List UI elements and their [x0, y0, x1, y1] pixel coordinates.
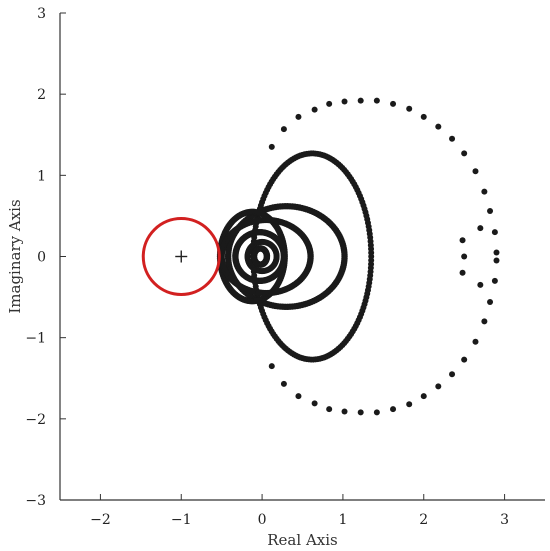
y-tick-label: −1: [25, 331, 46, 347]
data-point: [357, 409, 364, 416]
axis-ticks: −2 −1 0 1 2 3 −3 −2 −1 0 1 2 3: [25, 6, 509, 528]
data-point: [493, 257, 500, 264]
data-point: [459, 269, 466, 276]
data-point: [311, 106, 318, 113]
data-point: [435, 383, 442, 390]
x-tick-label: 3: [500, 512, 509, 528]
data-point: [406, 105, 413, 112]
data-point: [295, 113, 302, 120]
data-point: [472, 168, 479, 175]
locus-point: [368, 257, 375, 264]
data-point: [341, 408, 348, 415]
data-point: [461, 356, 468, 363]
data-point: [449, 371, 456, 378]
x-tick-label: 2: [419, 512, 428, 528]
y-tick-label: 2: [37, 87, 46, 103]
locus-point: [341, 255, 348, 262]
data-point: [481, 188, 488, 195]
y-tick-label: −3: [25, 493, 46, 509]
x-tick-label: 0: [258, 512, 267, 528]
data-point: [487, 298, 494, 305]
data-point: [390, 406, 397, 413]
data-point: [472, 338, 479, 345]
data-point: [326, 100, 333, 107]
data-point: [420, 393, 427, 400]
data-point: [459, 237, 466, 244]
data-point: [311, 400, 318, 407]
data-point: [390, 100, 397, 107]
data-point: [280, 380, 287, 387]
y-tick-label: −2: [25, 412, 46, 428]
data-point: [491, 277, 498, 284]
data-point: [341, 98, 348, 105]
data-point: [477, 281, 484, 288]
locus-curves: [216, 150, 375, 363]
data-point: [461, 150, 468, 157]
data-point: [357, 97, 364, 104]
axes: [59, 13, 545, 501]
x-tick-label: 1: [338, 512, 347, 528]
data-point: [406, 401, 413, 408]
x-axis-label: Real Axis: [267, 531, 337, 549]
locus-point: [307, 255, 314, 262]
data-point: [493, 249, 500, 256]
data-point: [268, 143, 275, 150]
data-point: [268, 363, 275, 370]
y-tick-label: 1: [37, 168, 46, 184]
data-point: [491, 229, 498, 236]
critical-circle: [141, 217, 221, 296]
y-tick-label: 0: [37, 250, 46, 266]
data-point: [373, 409, 380, 416]
x-tick-label: −1: [171, 512, 192, 528]
y-tick-label: 3: [37, 6, 46, 22]
locus-point: [273, 254, 280, 261]
data-point: [477, 225, 484, 232]
data-point: [280, 126, 287, 133]
data-point: [481, 318, 488, 325]
y-axis-label: Imaginary Axis: [6, 199, 24, 313]
data-points: [268, 97, 500, 416]
data-point: [435, 123, 442, 130]
data-point: [326, 406, 333, 413]
data-point: [461, 253, 468, 260]
data-point: [487, 208, 494, 215]
data-point: [420, 113, 427, 120]
data-point: [449, 135, 456, 142]
locus-point: [280, 254, 288, 262]
locus-point: [263, 254, 271, 261]
critical-point-marker: [175, 250, 188, 263]
data-point: [373, 97, 380, 104]
x-tick-label: −2: [90, 512, 111, 528]
data-point: [295, 393, 302, 400]
